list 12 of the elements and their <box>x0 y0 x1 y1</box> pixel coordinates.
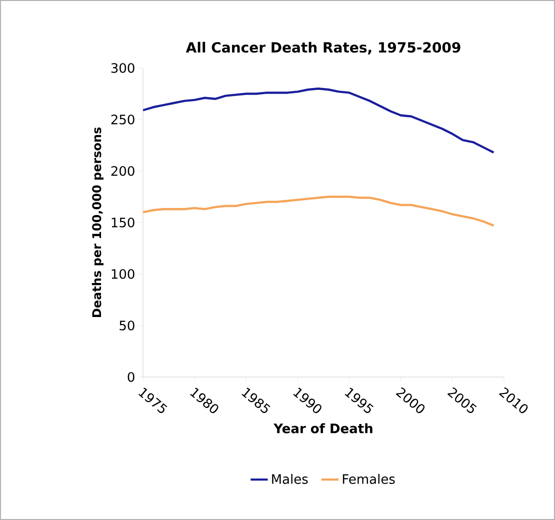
y-tick-label: 200 <box>111 166 134 176</box>
y-tick-label: 250 <box>111 114 134 124</box>
y-axis-title: Deaths per 100,000 persons <box>92 127 104 317</box>
legend-label: Females <box>342 474 395 484</box>
y-tick-label: 300 <box>111 63 134 73</box>
legend-label: Males <box>272 474 308 484</box>
y-tick-label: 0 <box>128 372 134 382</box>
y-tick-label: 150 <box>112 218 134 228</box>
y-tick-label: 100 <box>112 269 134 279</box>
chart-title: All Cancer Death Rates, 1975-2009 <box>186 42 460 54</box>
x-axis-title: Year of Death <box>274 423 372 434</box>
y-tick-label: 50 <box>120 320 134 330</box>
